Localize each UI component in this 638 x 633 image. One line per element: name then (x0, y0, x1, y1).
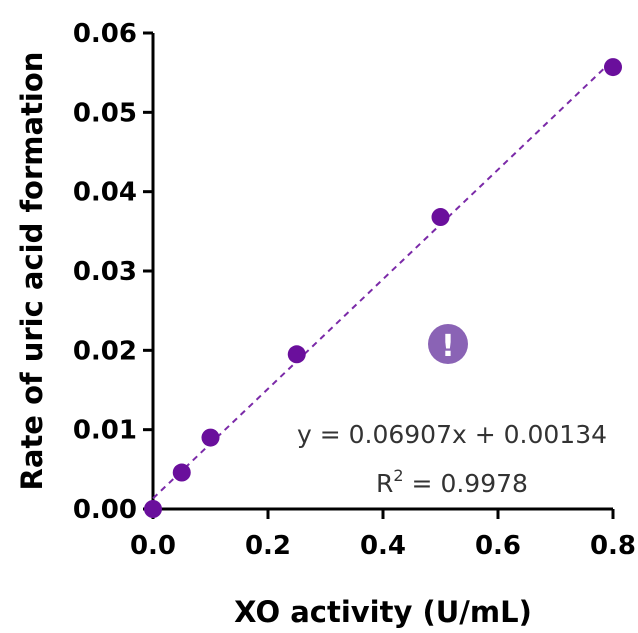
data-points (144, 58, 622, 518)
y-axis-title: Rate of uric acid formation (15, 52, 49, 491)
x-tick-label: 0.0 (130, 531, 176, 561)
warning-circle (428, 324, 468, 364)
data-point (144, 500, 162, 518)
y-ticks: 0.00 0.01 0.02 0.03 0.04 0.05 0.06 (73, 19, 153, 525)
equation-text: y = 0.06907x + 0.00134 (297, 420, 607, 449)
fit-line (152, 59, 614, 500)
r2-prefix: R (376, 469, 393, 498)
y-tick-label: 0.00 (73, 495, 137, 525)
x-tick-label: 0.8 (590, 531, 636, 561)
r2-suffix: = 0.9978 (404, 469, 528, 498)
data-point (172, 463, 191, 482)
exclamation-circle-icon[interactable]: ! (428, 324, 468, 364)
data-point (287, 345, 306, 364)
x-axis-title: XO activity (U/mL) (234, 595, 532, 629)
x-tick-label: 0.4 (360, 531, 406, 561)
r2-superscript: 2 (393, 466, 403, 485)
x-tick-label: 0.2 (245, 531, 291, 561)
data-point (604, 58, 622, 77)
x-tick-label: 0.6 (475, 531, 521, 561)
y-tick-label: 0.06 (73, 19, 137, 49)
x-ticks: 0.0 0.2 0.4 0.6 0.8 (130, 509, 636, 561)
r-squared-text: R2 = 0.9978 (376, 466, 528, 498)
y-tick-label: 0.05 (73, 98, 137, 128)
warning-glyph: ! (441, 329, 455, 364)
data-point (431, 208, 450, 227)
y-tick-label: 0.02 (73, 336, 137, 366)
y-tick-label: 0.03 (73, 257, 137, 287)
data-point (201, 428, 220, 447)
y-tick-label: 0.04 (73, 178, 137, 208)
y-tick-label: 0.01 (73, 416, 137, 446)
